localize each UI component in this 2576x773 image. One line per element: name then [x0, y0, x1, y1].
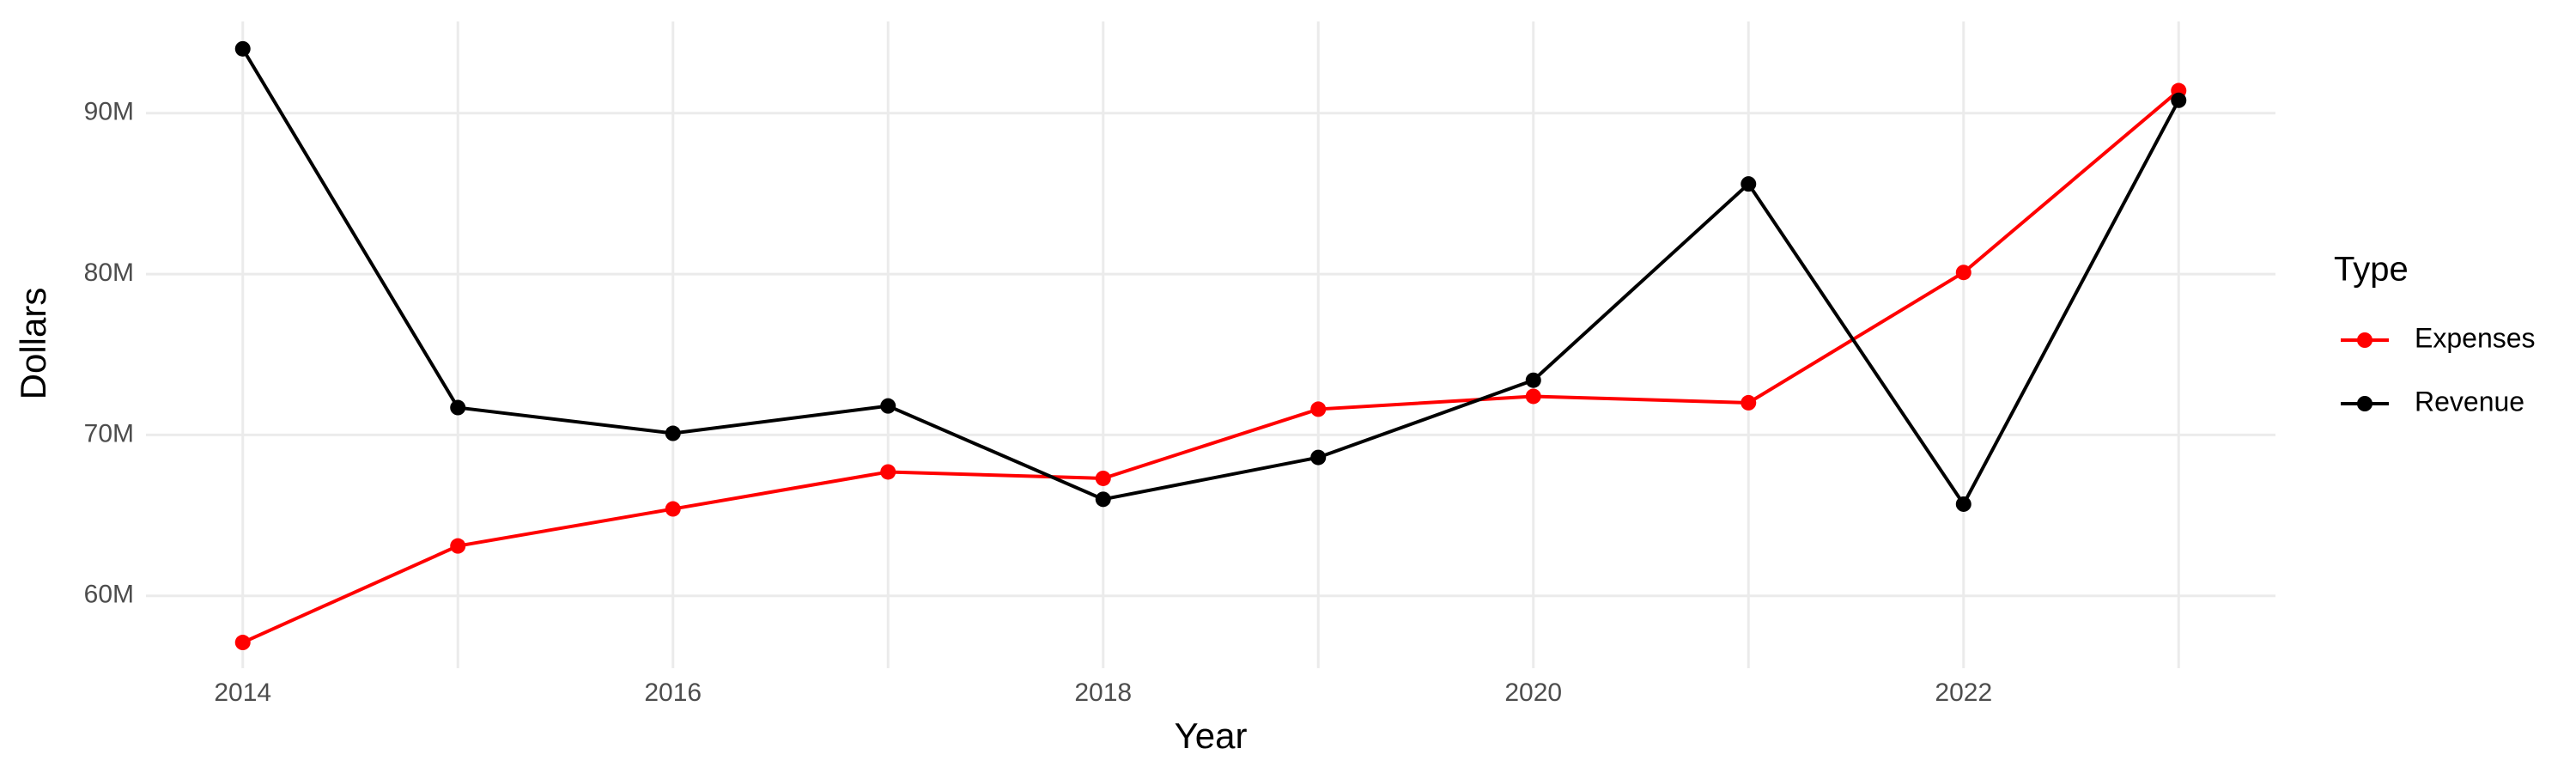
- data-point: [234, 635, 251, 651]
- y-axis-title: Dollars: [13, 288, 53, 400]
- x-tick-label: 2018: [1074, 679, 1132, 707]
- legend-label: Revenue: [2415, 386, 2524, 417]
- x-tick-label: 2022: [1935, 679, 1992, 707]
- data-point: [1095, 491, 1111, 508]
- x-tick-label: 2020: [1504, 679, 1562, 707]
- legend-key-point: [2357, 396, 2372, 411]
- x-tick-label: 2016: [644, 679, 702, 707]
- data-point: [1741, 394, 1757, 411]
- x-tick-label: 2014: [214, 679, 271, 707]
- y-tick-label: 80M: [84, 259, 134, 287]
- series-line: [241, 47, 2181, 508]
- data-point: [450, 399, 466, 416]
- data-point: [1955, 265, 1971, 281]
- data-point: [880, 398, 896, 414]
- data-point: [2171, 92, 2187, 108]
- data-point: [1741, 176, 1757, 192]
- legend-label: Expenses: [2415, 322, 2536, 353]
- data-point: [450, 538, 466, 554]
- legend-key-point: [2357, 332, 2372, 348]
- y-tick-label: 60M: [84, 581, 134, 609]
- y-tick-label: 70M: [84, 419, 134, 447]
- data-point: [1095, 470, 1111, 486]
- data-point: [1525, 372, 1541, 388]
- data-point: [1310, 449, 1327, 466]
- data-point: [665, 501, 681, 517]
- y-tick-label: 90M: [84, 98, 134, 126]
- data-point: [1310, 401, 1327, 417]
- data-point: [665, 425, 681, 441]
- series-line: [241, 89, 2180, 644]
- data-point: [880, 464, 896, 480]
- data-point: [1525, 388, 1541, 405]
- legend-title: Type: [2334, 251, 2409, 289]
- data-point: [1955, 496, 1971, 512]
- x-axis-title: Year: [1175, 715, 1248, 756]
- data-point: [234, 40, 251, 57]
